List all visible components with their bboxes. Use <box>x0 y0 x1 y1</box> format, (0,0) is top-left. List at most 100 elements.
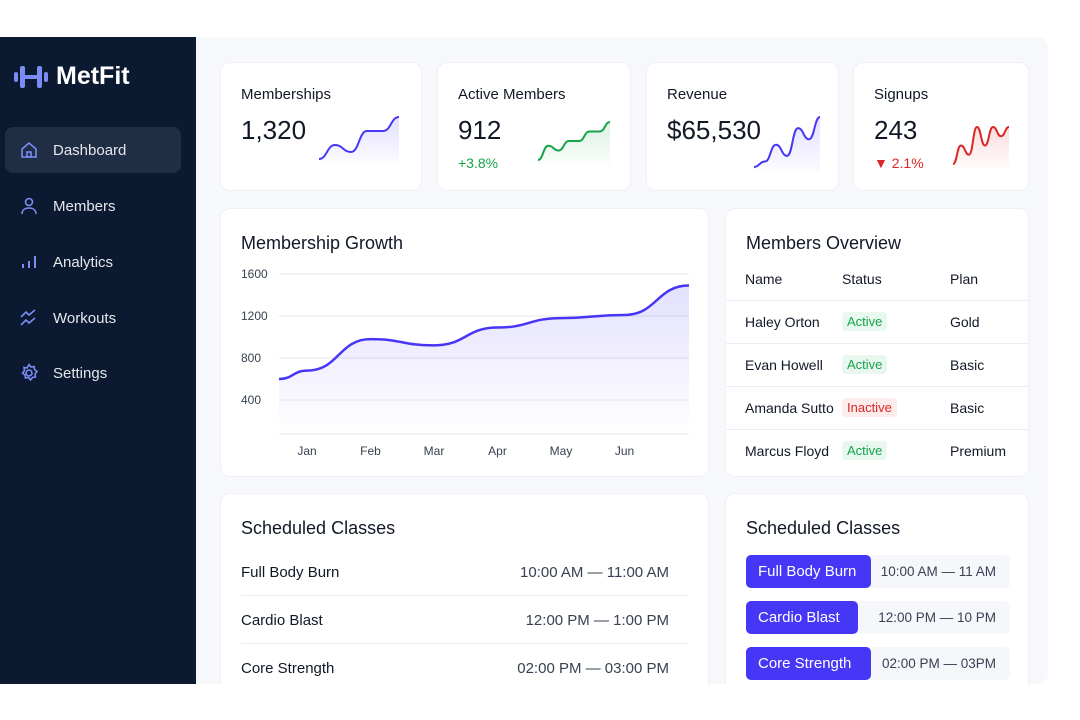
sparkline-area <box>538 122 610 164</box>
class-time: 10:00 AM — 11:00 AM <box>520 564 669 581</box>
stat-value: 912 <box>458 115 502 145</box>
class-pill[interactable]: Full Body Burn <box>746 555 871 588</box>
stat-card-revenue[interactable]: Revenue $65,530 <box>646 62 839 191</box>
sidebar-item-dashboard[interactable]: Dashboard <box>5 127 181 173</box>
status-badge: Active <box>842 312 888 331</box>
sidebar-item-members[interactable]: Members <box>5 183 181 229</box>
x-tick-label: May <box>550 444 573 458</box>
stat-value: $65,530 <box>667 115 761 145</box>
table-row[interactable]: Marcus Floyd Active Premium <box>726 429 1028 472</box>
y-tick-label: 400 <box>241 393 261 407</box>
status-badge: Active <box>842 441 888 460</box>
stat-card-signups[interactable]: Signups 243 ▼ 2.1% <box>853 62 1029 191</box>
class-pill[interactable]: Cardio Blast <box>746 601 858 634</box>
column-header-status: Status <box>842 271 882 287</box>
stat-card-memberships[interactable]: Memberships 1,320 <box>220 62 422 191</box>
card-title: Membership Growth <box>241 233 404 253</box>
class-row[interactable]: Full Body Burn 10:00 AM — 11 AM <box>746 555 1010 588</box>
column-header-name: Name <box>745 271 783 287</box>
x-tick-label: Feb <box>360 444 381 458</box>
scheduled-classes-pills-card: Scheduled Classes Full Body Burn 10:00 A… <box>725 493 1029 693</box>
x-tick-label: Mar <box>424 444 445 458</box>
class-name: Core Strength <box>241 660 335 677</box>
stat-title: Signups <box>874 86 929 103</box>
members-overview-card: Members Overview Name Status Plan Haley … <box>725 208 1029 477</box>
dumbbell-icon <box>14 65 48 88</box>
stat-delta: +3.8% <box>458 155 499 171</box>
class-row[interactable]: Cardio Blast 12:00 PM — 10 PM <box>746 601 1010 634</box>
column-header-plan: Plan <box>950 271 979 287</box>
y-tick-label: 1200 <box>241 309 268 323</box>
class-time: 12:00 PM — 10 PM <box>878 610 996 625</box>
member-plan: Premium <box>950 443 1007 459</box>
table-row[interactable]: Haley Orton Active Gold <box>726 300 1028 343</box>
class-row[interactable]: Core Strength 02:00 PM — 03:00 PM <box>241 644 689 692</box>
logo[interactable]: MetFit <box>14 62 130 91</box>
class-name: Cardio Blast <box>241 612 323 629</box>
sidebar-item-workouts[interactable]: Workouts <box>5 295 181 341</box>
growth-line <box>278 284 690 381</box>
card-title: Members Overview <box>746 233 902 253</box>
member-plan: Gold <box>950 314 980 330</box>
stat-title: Active Members <box>458 86 566 103</box>
sparkline-line <box>753 116 821 168</box>
stat-title: Memberships <box>241 86 332 103</box>
sparkline-area <box>754 117 820 171</box>
x-tick-label: Jun <box>615 444 634 458</box>
sidebar-item-label: Workouts <box>53 309 117 327</box>
sparkline-area <box>953 127 1009 168</box>
status-badge: Inactive <box>842 398 897 417</box>
home-icon <box>21 141 37 158</box>
app-name: MetFit <box>56 62 130 90</box>
gear-icon <box>21 363 39 382</box>
class-row[interactable]: Cardio Blast 12:00 PM — 1:00 PM <box>241 596 689 644</box>
member-plan: Basic <box>950 400 985 416</box>
member-plan: Basic <box>950 357 985 373</box>
y-tick-label: 1600 <box>241 267 268 281</box>
sparkline <box>753 116 821 171</box>
stat-title: Revenue <box>667 86 728 103</box>
activity-icon <box>20 309 36 326</box>
class-time: 02:00 PM — 03PM <box>881 656 996 671</box>
sidebar-item-settings[interactable]: Settings <box>5 350 181 396</box>
x-tick-label: Jan <box>297 444 316 458</box>
card-title: Scheduled Classes <box>746 518 901 538</box>
stat-value: 1,320 <box>241 115 307 145</box>
class-time: 12:00 PM — 1:00 PM <box>525 612 669 629</box>
table-row[interactable]: Evan Howell Active Basic <box>726 343 1028 386</box>
sidebar-item-label: Dashboard <box>53 141 127 159</box>
sidebar-item-analytics[interactable]: Analytics <box>5 239 181 285</box>
sparkline-line <box>318 116 400 160</box>
membership-growth-card: Membership Growth 400 800 1200 1600 Jan Feb Ma… <box>220 208 709 477</box>
sparkline <box>537 121 611 164</box>
sidebar-item-label: Settings <box>53 364 108 382</box>
stat-delta: ▼ 2.1% <box>874 155 924 171</box>
sidebar-item-label: Analytics <box>53 253 114 271</box>
user-icon <box>21 197 37 215</box>
sparkline <box>952 125 1010 168</box>
scheduled-classes-card: Scheduled Classes Full Body Burn 10:00 A… <box>220 493 709 693</box>
bar-chart-icon <box>22 256 36 268</box>
class-pill[interactable]: Core Strength <box>746 647 871 680</box>
membership-growth-chart: 400 800 1200 1600 Jan Feb Mar Apr May Jun <box>241 267 690 458</box>
member-name: Haley Orton <box>745 314 820 330</box>
class-time: 02:00 PM — 03:00 PM <box>517 660 669 677</box>
x-tick-label: Apr <box>488 444 507 458</box>
table-row[interactable]: Amanda Sutto Inactive Basic <box>726 386 1028 429</box>
growth-area <box>279 285 689 434</box>
stat-card-active-members[interactable]: Active Members 912 +3.8% <box>437 62 631 191</box>
sparkline-line <box>952 125 1010 165</box>
status-badge: Active <box>842 355 888 374</box>
class-row[interactable]: Core Strength 02:00 PM — 03PM <box>746 647 1010 680</box>
sparkline-line <box>537 121 611 161</box>
class-name: Full Body Burn <box>241 564 340 581</box>
class-row[interactable]: Full Body Burn 10:00 AM — 11:00 AM <box>241 548 689 596</box>
card-title: Scheduled Classes <box>241 518 396 538</box>
y-tick-label: 800 <box>241 351 261 365</box>
sparkline-area <box>319 117 399 163</box>
member-name: Amanda Sutto <box>745 400 834 416</box>
sidebar-item-label: Members <box>53 197 116 215</box>
member-name: Evan Howell <box>745 357 823 373</box>
sparkline <box>318 116 400 163</box>
stat-value: 243 <box>874 115 918 145</box>
